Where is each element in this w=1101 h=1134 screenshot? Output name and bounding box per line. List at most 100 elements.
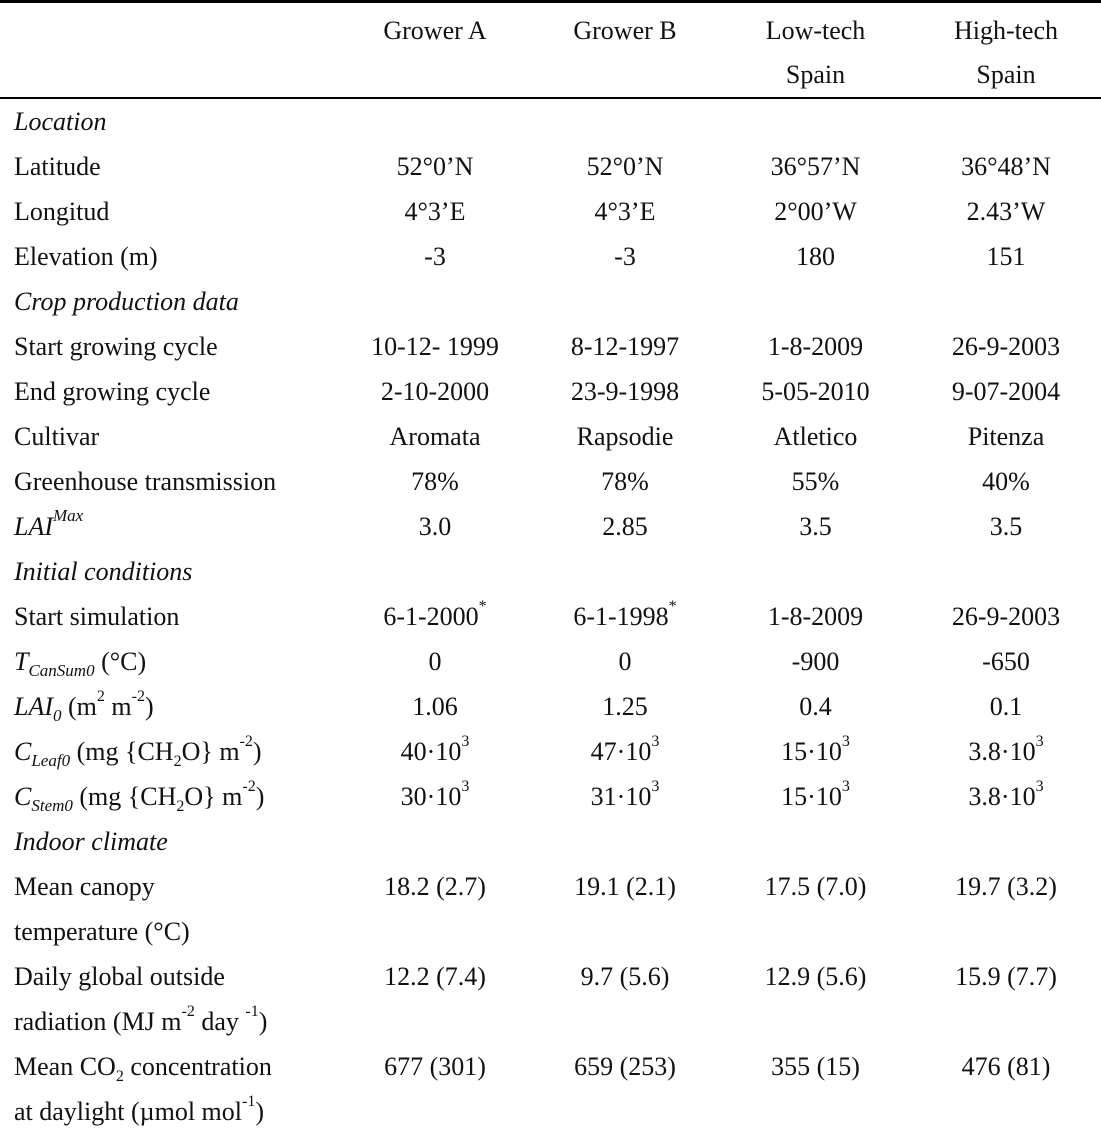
row-label-transmission: Greenhouse transmission — [14, 467, 277, 496]
row-label-elevation: Elevation (m) — [14, 242, 158, 271]
table-cell: 40·103 — [400, 733, 470, 767]
table-row: Greenhouse transmission 78% 78% 55% 40% — [0, 459, 1101, 504]
table-cell: 15·103 — [781, 778, 850, 812]
table-cell: 15·103 — [781, 733, 850, 767]
table-row: TCanSum0 (°C) 0 0 -900 -650 — [0, 639, 1101, 684]
row-label-co2-1: Mean CO2 concentration — [14, 1052, 272, 1085]
table-cell: 12.2 (7.4) — [384, 962, 486, 991]
table-cell: 23-9-1998 — [570, 377, 680, 406]
table-cell: 0.4 — [799, 692, 832, 721]
table-cell: 151 — [986, 242, 1026, 271]
section-row: Initial conditions — [0, 549, 1101, 594]
table-row: Longitud 4°3’E 4°3’E 2°00’W 2.43’W — [0, 189, 1101, 234]
table-row: End growing cycle 2-10-2000 23-9-1998 5-… — [0, 369, 1101, 414]
table-cell: 26-9-2003 — [951, 602, 1061, 631]
table-cell: 9-07-2004 — [951, 377, 1061, 406]
table-row: Mean CO2 concentration 677 (301) 659 (25… — [0, 1044, 1101, 1089]
table-row: at daylight (µmol mol-1) — [0, 1089, 1101, 1134]
table-row: Start simulation 6-1-2000* 6-1-1998* 1-8… — [0, 594, 1101, 639]
section-row: Indoor climate — [0, 819, 1101, 864]
table-cell: 78% — [411, 467, 459, 496]
table-cell: 1-8-2009 — [767, 602, 864, 631]
table-row: LAI0 (m2 m-2) 1.06 1.25 0.4 0.1 — [0, 684, 1101, 729]
table-cell: Aromata — [389, 422, 481, 451]
table-row: CLeaf0 (mg {CH2O} m-2) 40·103 47·103 15·… — [0, 729, 1101, 774]
table-cell: 12.9 (5.6) — [764, 962, 867, 991]
table-cell: 180 — [796, 242, 835, 271]
table-cell: 3.8·103 — [968, 778, 1044, 812]
row-label-radiation-1: Daily global outside — [14, 962, 225, 991]
table-cell: 30·103 — [400, 778, 470, 812]
section-initial-conditions: Initial conditions — [14, 557, 193, 586]
table-cell: 9.7 (5.6) — [580, 962, 670, 991]
table-row: Daily global outside 12.2 (7.4) 9.7 (5.6… — [0, 954, 1101, 999]
table-cell: 2-10-2000 — [380, 377, 490, 406]
table-cell: 4°3’E — [404, 197, 466, 226]
table-cell: 31·103 — [590, 778, 660, 812]
table-row: temperature (°C) — [0, 909, 1101, 954]
section-crop-production: Crop production data — [14, 287, 239, 316]
table-cell: Rapsodie — [576, 422, 674, 451]
table-cell: 26-9-2003 — [951, 332, 1061, 361]
table-cell: 52°0’N — [586, 152, 664, 181]
table-cell: 659 (253) — [574, 1052, 676, 1081]
table-cell: 1-8-2009 — [767, 332, 864, 361]
table-row: Cultivar Aromata Rapsodie Atletico Piten… — [0, 414, 1101, 459]
table-cell: 18.2 (2.7) — [384, 872, 486, 901]
table-cell: 4°3’E — [594, 197, 656, 226]
row-label-cleaf0: CLeaf0 (mg {CH2O} m-2) — [14, 733, 262, 770]
header-corner — [0, 0, 340, 99]
table-cell: 2.85 — [602, 512, 648, 541]
table-cell: 0 — [618, 647, 632, 676]
table-cell: 3.8·103 — [968, 733, 1044, 767]
table-cell: 17.5 (7.0) — [764, 872, 867, 901]
table-cell: 3.0 — [418, 512, 452, 541]
table-row: radiation (MJ m-2 day -1) — [0, 999, 1101, 1044]
table-cell: 8-12-1997 — [570, 332, 680, 361]
row-label-longitude: Longitud — [14, 197, 110, 226]
table-row: Elevation (m) -3 -3 180 151 — [0, 234, 1101, 279]
table-cell: 2°00’W — [774, 197, 857, 226]
table-cell: Pitenza — [967, 422, 1045, 451]
table-row: Mean canopy 18.2 (2.7) 19.1 (2.1) 17.5 (… — [0, 864, 1101, 909]
row-label-lai0: LAI0 (m2 m-2) — [14, 688, 154, 725]
table-cell: Atletico — [773, 422, 858, 451]
table-cell: 476 (81) — [961, 1052, 1051, 1081]
table-cell: 47·103 — [590, 733, 660, 767]
table-cell: 36°48’N — [961, 152, 1051, 181]
table-cell: 40% — [982, 467, 1030, 496]
table-cell: 355 (15) — [771, 1052, 860, 1081]
table-cell: 19.1 (2.1) — [574, 872, 676, 901]
header-row: Grower A Grower B Low-tech Spain High-tec… — [0, 0, 1101, 99]
row-label-start-cycle: Start growing cycle — [14, 332, 218, 361]
row-label-start-simulation: Start simulation — [14, 602, 180, 631]
row-label-cstem0: CStem0 (mg {CH2O} m-2) — [14, 778, 265, 815]
table-cell: 36°57’N — [770, 152, 861, 181]
table-cell: 677 (301) — [384, 1052, 486, 1081]
row-label-tcansum0: TCanSum0 (°C) — [14, 647, 147, 680]
table-cell: 2.43’W — [966, 197, 1046, 226]
row-label-canopy-temp-2: temperature (°C) — [14, 917, 190, 946]
table-cell: -900 — [791, 647, 840, 676]
table-cell: 19.7 (3.2) — [955, 872, 1057, 901]
row-label-canopy-temp-1: Mean canopy — [14, 872, 155, 901]
table-row: CStem0 (mg {CH2O} m-2) 30·103 31·103 15·… — [0, 774, 1101, 819]
table-cell: 55% — [791, 467, 840, 496]
row-label-latitude: Latitude — [14, 152, 101, 181]
table-cell: 5-05-2010 — [761, 377, 870, 406]
row-label-cultivar: Cultivar — [14, 422, 100, 451]
table-cell: -3 — [614, 242, 636, 271]
table-cell: 6-1-1998* — [573, 598, 677, 632]
table-cell: 1.06 — [412, 692, 458, 721]
table-cell: 0 — [428, 647, 442, 676]
table-cell: -650 — [982, 647, 1030, 676]
table-cell: 10-12- 1999 — [371, 332, 499, 361]
section-indoor-climate: Indoor climate — [14, 827, 168, 856]
table-cell: 1.25 — [602, 692, 648, 721]
header-grower-a: Grower A — [340, 0, 530, 99]
row-label-co2-2: at daylight (µmol mol-1) — [14, 1093, 265, 1127]
row-label-lai-max: LAIMax — [14, 506, 84, 541]
table-cell: 15.9 (7.7) — [955, 962, 1057, 991]
row-label-radiation-2: radiation (MJ m-2 day -1) — [14, 1003, 268, 1037]
